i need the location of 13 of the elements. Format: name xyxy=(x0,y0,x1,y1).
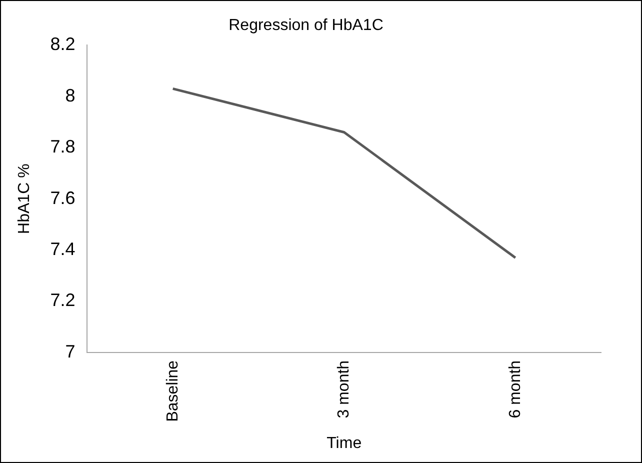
chart-title: Regression of HbA1C xyxy=(228,17,384,34)
y-tick-label: 8 xyxy=(65,85,76,106)
y-tick-label: 7 xyxy=(65,341,76,362)
x-tick-label: 6 month xyxy=(506,360,524,418)
y-tick-label: 7.6 xyxy=(50,188,76,208)
y-tick-label: 7.8 xyxy=(50,136,76,157)
x-axis-title: Time xyxy=(326,434,362,452)
y-axis-title: HbA1C % xyxy=(16,164,34,234)
y-tick-label: 7.2 xyxy=(50,290,76,310)
x-tick-label: Baseline xyxy=(164,360,182,422)
y-tick-label: 7.4 xyxy=(50,238,76,259)
y-tick-label: 8.2 xyxy=(50,34,76,54)
x-tick-label: 3 month xyxy=(336,360,353,418)
